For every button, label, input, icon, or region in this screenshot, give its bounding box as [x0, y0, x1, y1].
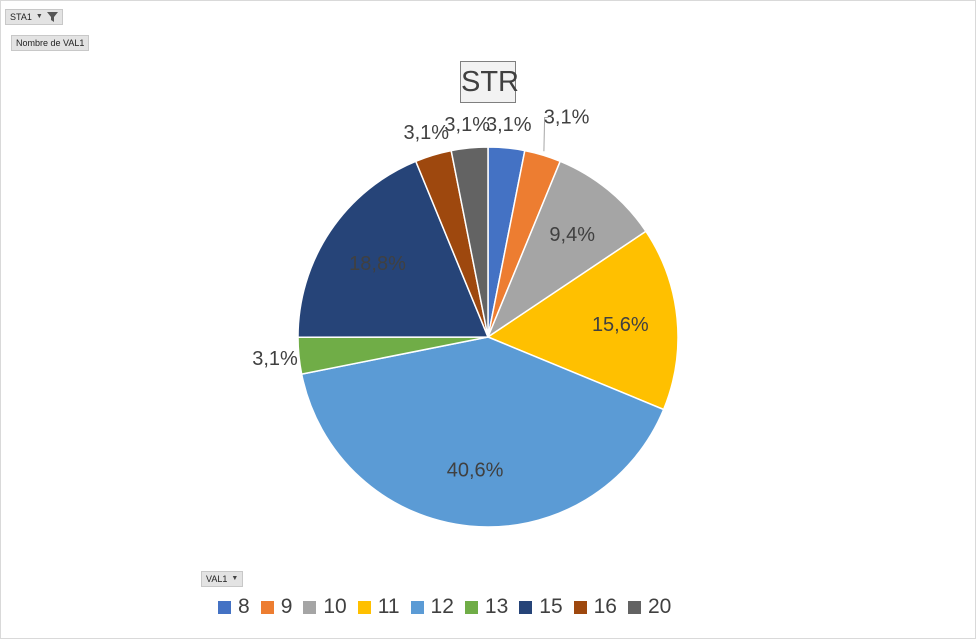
pie-slice-12[interactable]: [300, 336, 665, 528]
legend-item-8[interactable]: 8: [218, 595, 250, 619]
legend-label-13: 13: [484, 595, 509, 618]
value-field-button[interactable]: Nombre de VAL1: [11, 35, 90, 51]
legend-swatch-15: [519, 600, 533, 614]
chart-legend: 8 9 10 11 12 13 15 16 20: [218, 595, 682, 619]
legend-swatch-16: [573, 600, 587, 614]
chart-title[interactable]: STR: [460, 61, 519, 103]
legend-swatch-9: [260, 600, 274, 614]
legend-item-10[interactable]: 10: [303, 595, 347, 619]
filter-field-button[interactable]: STA1 ▼: [5, 9, 63, 25]
legend-item-16[interactable]: 16: [573, 595, 617, 619]
legend-item-9[interactable]: 9: [260, 595, 293, 619]
data-label-13: 3,1%: [252, 348, 298, 370]
legend-item-11[interactable]: 11: [357, 595, 400, 619]
pie-slice-20[interactable]: [450, 146, 489, 338]
leader-line-9: [543, 117, 549, 152]
legend-label-15: 15: [539, 595, 563, 618]
legend-label-16: 16: [593, 595, 617, 618]
legend-label-10: 10: [323, 595, 347, 618]
filter-icon: [46, 12, 58, 22]
legend-item-20[interactable]: 20: [627, 595, 672, 619]
legend-label-12: 12: [430, 595, 454, 618]
legend-label-11: 11: [377, 595, 400, 618]
axis-field-label: VAL1: [206, 574, 228, 584]
dropdown-arrow-icon: ▼: [231, 575, 239, 582]
legend-swatch-13: [464, 600, 478, 614]
data-label-8: 3,1%: [486, 114, 532, 136]
legend-item-12[interactable]: 12: [410, 595, 454, 619]
legend-swatch-8: [218, 600, 231, 614]
legend-swatch-11: [357, 600, 371, 614]
pie-slice-11[interactable]: [486, 230, 679, 411]
pie-slice-15[interactable]: [297, 160, 490, 339]
legend-label-9: 9: [280, 595, 293, 618]
pie-slice-10[interactable]: [486, 160, 647, 339]
data-label-12: 40,6%: [447, 459, 504, 481]
legend-swatch-10: [303, 600, 317, 614]
data-label-15: 18,8%: [349, 253, 406, 275]
legend-item-15[interactable]: 15: [519, 595, 563, 619]
filter-field-label: STA1: [10, 12, 32, 22]
legend-item-13[interactable]: 13: [464, 595, 509, 619]
legend-swatch-20: [627, 600, 641, 614]
legend-label-8: 8: [238, 595, 250, 618]
axis-field-button[interactable]: VAL1 ▼: [201, 571, 244, 587]
legend-swatch-12: [410, 600, 424, 614]
data-label-20: 3,1%: [444, 114, 490, 136]
value-field-label: Nombre de VAL1: [16, 38, 85, 48]
data-label-9: 3,1%: [544, 107, 590, 129]
data-label-11: 15,6%: [592, 314, 649, 336]
data-label-10: 9,4%: [549, 224, 595, 246]
dropdown-arrow-icon: ▼: [35, 13, 43, 20]
data-label-16: 3,1%: [404, 122, 450, 144]
legend-label-20: 20: [647, 595, 672, 618]
